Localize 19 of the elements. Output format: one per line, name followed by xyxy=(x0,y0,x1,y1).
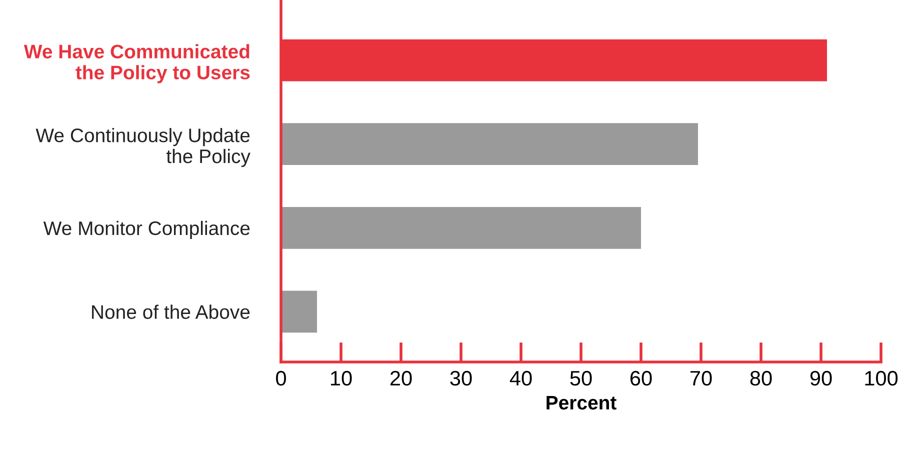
y-tick-label: None of the Above xyxy=(92,304,250,319)
x-tick-label: 60 xyxy=(630,370,652,386)
x-tick-label: 80 xyxy=(750,370,772,386)
x-axis-title: Percent xyxy=(546,396,616,410)
bar xyxy=(281,206,641,249)
y-tick-label: We Continuously Update the Policy xyxy=(36,128,250,168)
x-tick-label: 50 xyxy=(570,370,592,386)
bar xyxy=(281,290,317,333)
x-tick-label: 0 xyxy=(276,370,286,386)
bar xyxy=(281,123,698,166)
x-tick-label: 100 xyxy=(865,370,898,386)
y-tick-label: We Have Communicated the Policy to Users xyxy=(24,44,250,84)
x-tick-label: 90 xyxy=(810,370,832,386)
x-tick-label: 20 xyxy=(390,370,412,386)
x-tick-label: 40 xyxy=(510,370,532,386)
x-tick-label: 10 xyxy=(331,370,352,386)
x-tick-label: 70 xyxy=(690,370,712,386)
y-tick-label: We Monitor Compliance xyxy=(43,220,250,239)
x-tick-label: 30 xyxy=(450,370,472,386)
